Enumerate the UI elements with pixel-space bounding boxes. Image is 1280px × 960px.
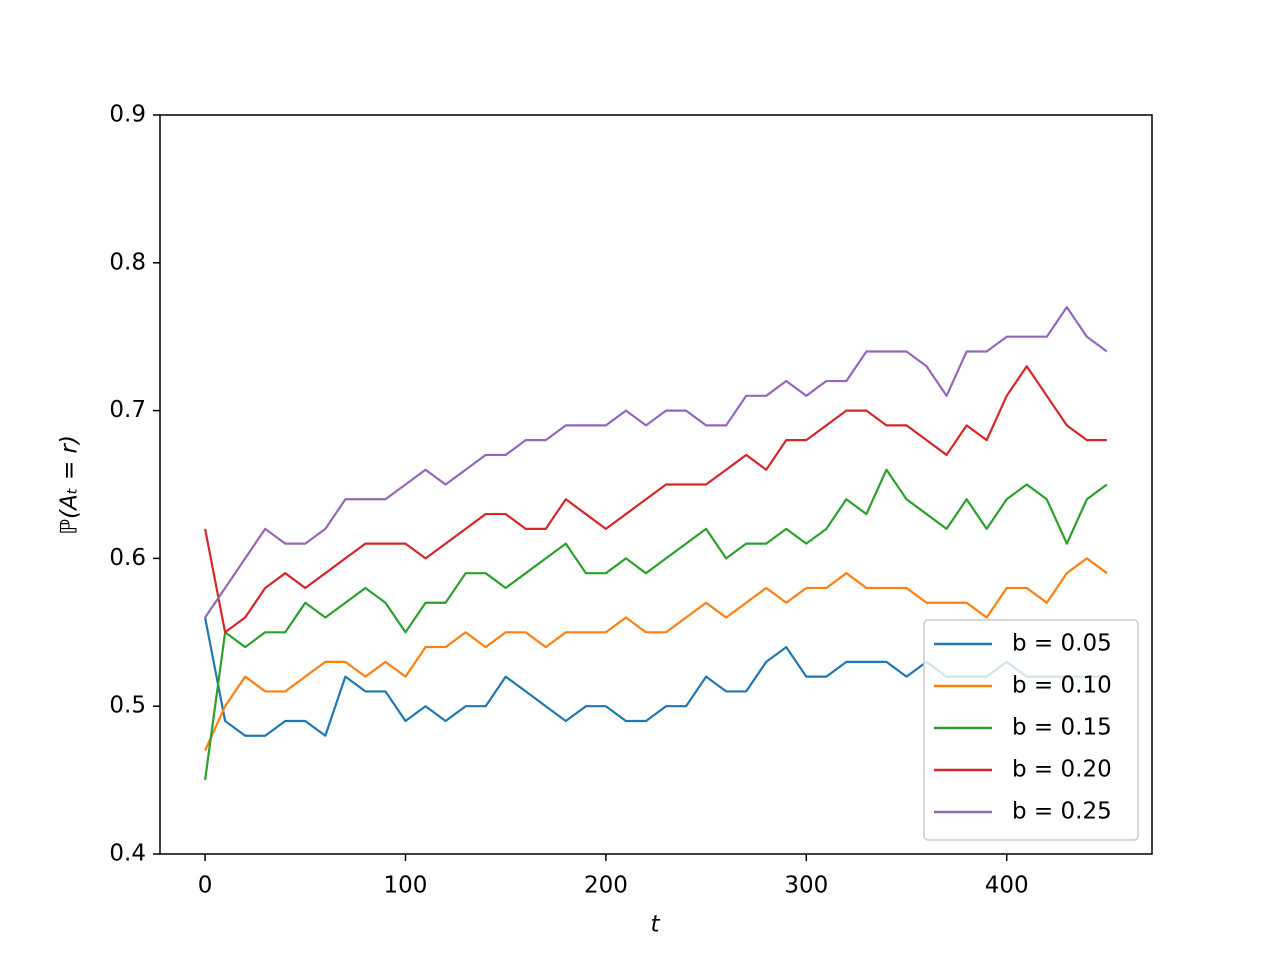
y-tick-label: 0.9 [109, 102, 146, 128]
series-line [204, 306, 1108, 619]
legend-label: b = 0.15 [1012, 715, 1112, 741]
plot-frame [159, 114, 1153, 855]
y-tick-label: 0.4 [109, 841, 146, 867]
legend-box [923, 619, 1139, 841]
series-line [204, 557, 1108, 751]
x-tick-label: 200 [584, 873, 628, 899]
legend-label: b = 0.05 [1012, 631, 1112, 657]
y-tick-label: 0.5 [109, 693, 146, 719]
series-line [203, 468, 1108, 781]
y-axis-label: ℙ(Aₜ = r) [57, 435, 83, 535]
x-tick-label: 100 [384, 873, 428, 899]
legend-label: b = 0.25 [1012, 799, 1112, 825]
x-tick-label: 0 [198, 873, 213, 899]
y-tick-label: 0.8 [109, 249, 146, 275]
legend-label: b = 0.20 [1012, 757, 1112, 783]
y-tick-label: 0.7 [109, 397, 146, 423]
y-tick-label: 0.6 [109, 545, 146, 571]
x-tick-label: 300 [784, 873, 828, 899]
legend-label: b = 0.10 [1012, 673, 1112, 699]
series-line [204, 365, 1107, 634]
x-axis-label: t [650, 912, 660, 938]
x-tick-label: 400 [985, 873, 1029, 899]
